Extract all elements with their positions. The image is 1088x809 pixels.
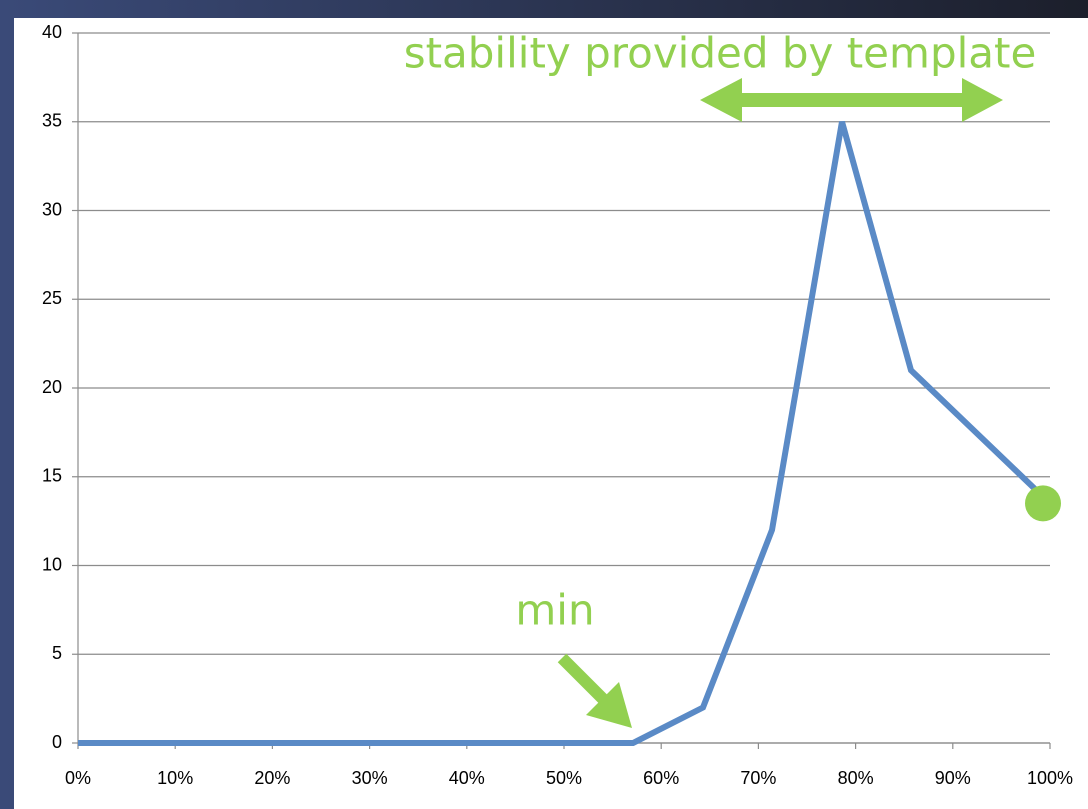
annotation: min [515,586,594,635]
x-tick-label: 0% [65,768,91,788]
arrow-head [586,682,632,728]
y-tick-label: 5 [52,643,62,663]
x-tick-label: 70% [740,768,776,788]
y-tick-label: 15 [42,466,62,486]
x-tick-label: 20% [254,768,290,788]
x-tick-label: 10% [157,768,193,788]
double-arrow [700,78,1003,122]
y-tick-label: 0 [52,732,62,752]
series-line [78,120,1053,746]
x-tick-label: 90% [935,768,971,788]
x-tick-label: 50% [546,768,582,788]
x-tick-label: 60% [643,768,679,788]
grid: 0 5 10 15 20 25 30 35 40 0% 10% 20% 30% 40% 50% 60% 70% 8… [42,22,1073,788]
x-tick-label: 100% [1027,768,1073,788]
y-tick-label: 35 [42,111,62,131]
annotation: stability provided by template [404,29,1037,78]
highlight-point [1025,485,1061,522]
y-tick-label: 10 [42,554,62,574]
y-tick-label: 30 [42,199,62,219]
x-tick-label: 80% [838,768,874,788]
x-tick-label: 40% [449,768,485,788]
y-tick-label: 20 [42,377,62,397]
y-tick-label: 25 [42,288,62,308]
marks [78,120,1061,746]
plot-background [14,18,1088,809]
y-tick-label: 40 [42,22,62,42]
x-tick-label: 30% [352,768,388,788]
